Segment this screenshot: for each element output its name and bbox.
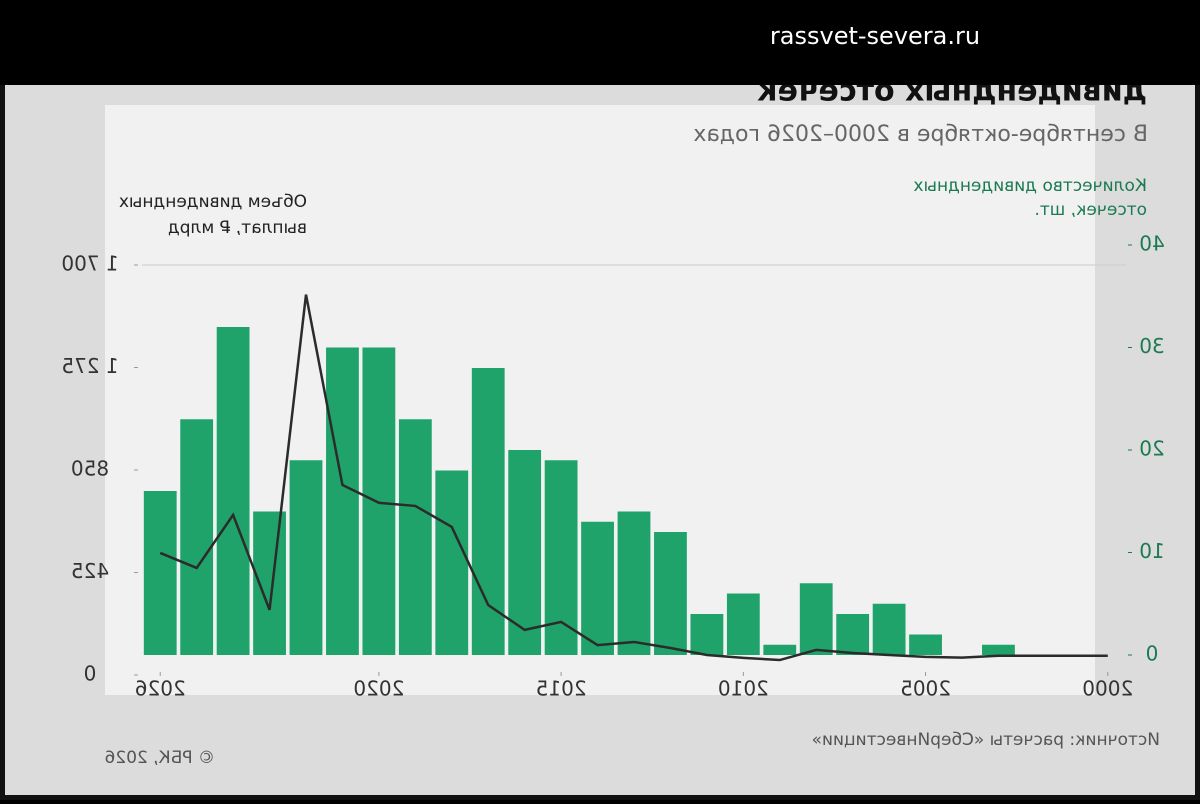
source: Источник: расчеты «СберИнвестиции» — [812, 730, 1160, 750]
x-tick-label: 2020 — [353, 677, 404, 701]
x-tick-label: 2000 — [1082, 677, 1133, 701]
bar — [617, 511, 651, 655]
y-tick-label: 0 — [1146, 642, 1159, 666]
bar — [836, 614, 870, 655]
y2-tick-label: 0 — [84, 662, 97, 686]
top-bar — [0, 0, 1200, 85]
site-name: rassvet-severa.ru — [770, 22, 980, 50]
y2-axis-title: Объем дивидендных — [119, 192, 307, 212]
bar — [289, 460, 323, 655]
y-tick-label: 20 — [1139, 437, 1164, 461]
bar — [581, 521, 614, 655]
y2-tick-label: 425 — [71, 559, 109, 583]
bar — [362, 347, 396, 655]
bar — [909, 634, 942, 655]
x-tick-label: 2026 — [135, 677, 186, 701]
bar — [544, 460, 578, 655]
bar — [799, 583, 833, 655]
bar — [690, 614, 724, 655]
bar — [654, 532, 687, 655]
y-tick-label: 30 — [1139, 334, 1164, 358]
bar — [143, 491, 177, 655]
y-axis-title: Количество дивидендных — [913, 176, 1147, 196]
bar — [216, 327, 250, 655]
x-tick-label: 2005 — [900, 677, 951, 701]
y-axis-title: отсечек, шт. — [1034, 200, 1147, 220]
y2-tick-label: 850 — [71, 457, 109, 481]
bar — [471, 368, 505, 655]
y2-axis-title: выплат, ₽ млрд — [168, 218, 307, 238]
x-tick-label: 2015 — [536, 677, 587, 701]
bar — [326, 347, 359, 655]
bar — [872, 603, 906, 655]
bar — [763, 644, 797, 655]
bar — [435, 470, 469, 655]
chart-subtitle: В сентябре-октябре в 2000–2026 годах — [693, 122, 1148, 147]
line — [159, 294, 1108, 662]
bar — [508, 450, 542, 655]
bar — [398, 419, 432, 655]
mirrored-chart: дивидендных отсечек В сентябре-октябре в… — [61, 74, 1164, 769]
y-tick-label: 10 — [1139, 539, 1164, 563]
bar — [982, 644, 1015, 655]
bar — [726, 593, 760, 655]
y2-tick-label: 1 275 — [61, 354, 118, 378]
x-tick-label: 2010 — [718, 677, 769, 701]
bar — [180, 419, 214, 655]
y-tick-label: 40 — [1139, 232, 1164, 256]
y2-tick-label: 1 700 — [61, 252, 118, 276]
copyright: © РБК, 2026 — [105, 748, 215, 768]
